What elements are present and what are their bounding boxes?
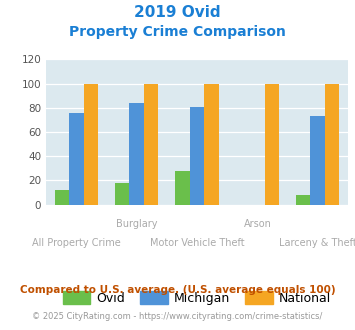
Text: All Property Crime: All Property Crime	[32, 238, 121, 248]
Text: 2019 Ovid: 2019 Ovid	[134, 5, 221, 20]
Text: Burglary: Burglary	[116, 219, 157, 229]
Bar	[325, 83, 339, 205]
Text: Property Crime Comparison: Property Crime Comparison	[69, 25, 286, 39]
Bar	[144, 83, 158, 205]
Bar	[130, 103, 144, 205]
Bar	[69, 113, 83, 205]
Bar	[311, 116, 325, 205]
Bar	[190, 107, 204, 205]
Bar	[175, 171, 190, 205]
Text: Arson: Arson	[244, 219, 271, 229]
Bar	[115, 183, 130, 205]
Text: Compared to U.S. average. (U.S. average equals 100): Compared to U.S. average. (U.S. average …	[20, 285, 335, 295]
Bar	[83, 83, 98, 205]
Bar	[204, 83, 219, 205]
Text: © 2025 CityRating.com - https://www.cityrating.com/crime-statistics/: © 2025 CityRating.com - https://www.city…	[32, 312, 323, 321]
Text: Motor Vehicle Theft: Motor Vehicle Theft	[150, 238, 244, 248]
Bar	[264, 83, 279, 205]
Bar	[55, 190, 69, 205]
Legend: Ovid, Michigan, National: Ovid, Michigan, National	[58, 286, 336, 310]
Text: Larceny & Theft: Larceny & Theft	[279, 238, 355, 248]
Bar	[296, 195, 311, 205]
